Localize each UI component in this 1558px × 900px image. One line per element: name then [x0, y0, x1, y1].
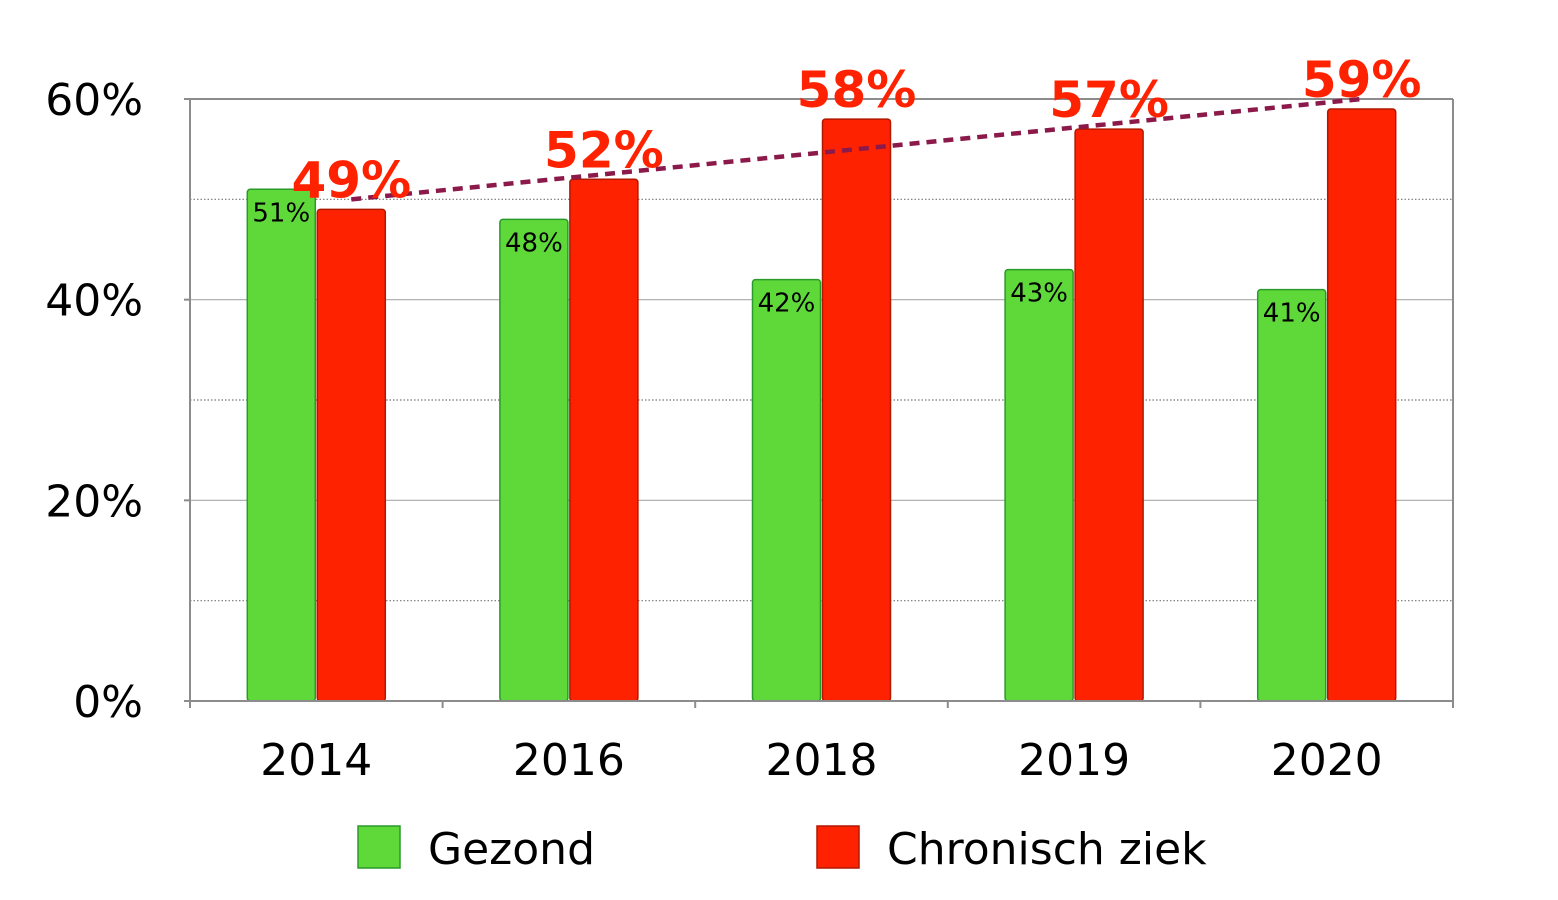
bar-chronisch-ziek-2019	[1074, 128, 1144, 702]
bar-gezond-2018	[751, 278, 822, 702]
label-gezond-2016: 48%	[505, 228, 563, 258]
label-gezond-2020: 41%	[1263, 299, 1321, 329]
bar-chronisch-ziek-2020	[1326, 108, 1397, 702]
legend-swatch-chronisch-ziek	[816, 825, 860, 869]
label-chronisch-ziek-2018: 58%	[797, 61, 917, 119]
y-tick-label: 40%	[45, 276, 143, 327]
x-tick-label: 2020	[1271, 735, 1383, 786]
label-chronisch-ziek-2019: 57%	[1049, 71, 1169, 129]
label-gezond-2018: 42%	[758, 289, 816, 319]
bar-chronisch-ziek-2018	[821, 118, 892, 702]
x-tick-label: 2019	[1018, 735, 1130, 786]
y-tick-label: 20%	[45, 476, 143, 527]
bar-gezond-2016	[499, 218, 569, 702]
x-tick-label: 2014	[260, 735, 372, 786]
x-tick-label: 2018	[766, 735, 878, 786]
bar-gezond-2014	[246, 188, 317, 702]
legend-label-chronisch-ziek: Chronisch ziek	[887, 824, 1207, 875]
label-chronisch-ziek-2016: 52%	[544, 121, 664, 179]
bar-gezond-2020	[1256, 288, 1327, 702]
bar-gezond-2019	[1004, 268, 1074, 702]
y-tick-label: 60%	[45, 75, 143, 126]
label-chronisch-ziek-2014: 49%	[291, 151, 411, 209]
y-tick-label: 0%	[73, 677, 143, 728]
label-chronisch-ziek-2020: 59%	[1302, 51, 1422, 109]
bar-chronisch-ziek-2016	[569, 178, 639, 702]
x-tick-label: 2016	[513, 735, 625, 786]
label-gezond-2014: 51%	[252, 198, 310, 228]
bar-chronisch-ziek-2014	[316, 208, 387, 702]
legend-swatch-gezond	[357, 825, 401, 869]
label-gezond-2019: 43%	[1010, 279, 1068, 309]
legend-label-gezond: Gezond	[428, 824, 595, 875]
